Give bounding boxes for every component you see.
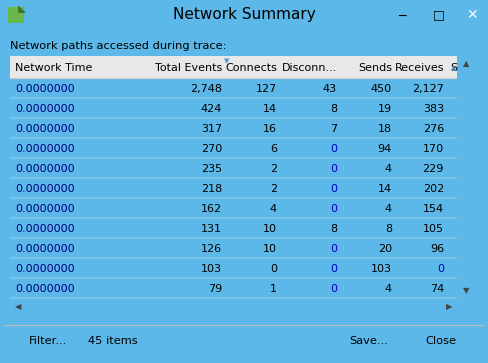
Bar — [10, 56, 456, 78]
Text: 0.0000000: 0.0000000 — [15, 84, 75, 94]
Text: 2: 2 — [269, 184, 276, 194]
Text: 16: 16 — [263, 124, 276, 134]
Text: 4: 4 — [384, 204, 391, 214]
Text: 162: 162 — [201, 204, 222, 214]
Text: 218: 218 — [201, 184, 222, 194]
Text: 8: 8 — [384, 224, 391, 234]
Text: Total Events: Total Events — [154, 63, 222, 73]
Text: 126: 126 — [201, 244, 222, 254]
Text: 0.0000000: 0.0000000 — [15, 184, 75, 194]
Text: 45 items: 45 items — [88, 336, 137, 346]
Text: 4: 4 — [384, 164, 391, 174]
Text: 235: 235 — [201, 164, 222, 174]
Text: ◀: ◀ — [15, 302, 21, 311]
Text: Network Summary: Network Summary — [173, 8, 315, 23]
Text: 96: 96 — [429, 244, 443, 254]
Text: 0.0000000: 0.0000000 — [15, 284, 75, 294]
Text: 317: 317 — [201, 124, 222, 134]
Text: 10: 10 — [263, 244, 276, 254]
Text: Disconn...: Disconn... — [281, 63, 336, 73]
Text: 19: 19 — [377, 104, 391, 114]
Text: 202: 202 — [422, 184, 443, 194]
Text: 0.0000000: 0.0000000 — [15, 104, 75, 114]
Text: 0.0000000: 0.0000000 — [15, 124, 75, 134]
Text: 0: 0 — [329, 264, 336, 274]
Text: 74: 74 — [429, 284, 443, 294]
Text: 2,127: 2,127 — [411, 84, 443, 94]
Text: 8: 8 — [329, 104, 336, 114]
Text: Network paths accessed during trace:: Network paths accessed during trace: — [10, 41, 226, 51]
Text: 0: 0 — [329, 204, 336, 214]
Text: ▶: ▶ — [445, 302, 451, 311]
Text: 20: 20 — [377, 244, 391, 254]
Text: 4: 4 — [384, 284, 391, 294]
Text: S: S — [449, 63, 456, 73]
Text: ✕: ✕ — [465, 8, 477, 22]
Text: 170: 170 — [422, 144, 443, 154]
Text: 103: 103 — [370, 264, 391, 274]
Text: Filter...: Filter... — [29, 336, 67, 346]
Text: 0.0000000: 0.0000000 — [15, 144, 75, 154]
Text: 450: 450 — [370, 84, 391, 94]
Text: ▲: ▲ — [450, 65, 455, 71]
Text: 2,748: 2,748 — [190, 84, 222, 94]
Text: 1: 1 — [269, 284, 276, 294]
Text: 18: 18 — [377, 124, 391, 134]
Text: 270: 270 — [201, 144, 222, 154]
Bar — [8, 7, 24, 23]
Text: 10: 10 — [263, 224, 276, 234]
Text: Save...: Save... — [349, 336, 387, 346]
Text: Network Time: Network Time — [15, 63, 92, 73]
Text: 383: 383 — [422, 104, 443, 114]
Text: 0.0000000: 0.0000000 — [15, 264, 75, 274]
Text: 154: 154 — [422, 204, 443, 214]
Text: 105: 105 — [422, 224, 443, 234]
Text: Receives: Receives — [394, 63, 443, 73]
Text: ▼: ▼ — [224, 58, 229, 64]
Text: 14: 14 — [263, 104, 276, 114]
Text: 0.0000000: 0.0000000 — [15, 204, 75, 214]
Text: 2: 2 — [269, 164, 276, 174]
Text: ▲: ▲ — [462, 60, 468, 69]
Polygon shape — [18, 5, 26, 13]
Text: Close: Close — [425, 336, 456, 346]
Text: 0: 0 — [329, 184, 336, 194]
Text: ─: ─ — [397, 10, 405, 23]
Text: □: □ — [432, 8, 444, 21]
Text: 7: 7 — [329, 124, 336, 134]
Text: Sends: Sends — [357, 63, 391, 73]
Text: 0: 0 — [329, 144, 336, 154]
Text: 43: 43 — [322, 84, 336, 94]
Text: 0.0000000: 0.0000000 — [15, 164, 75, 174]
Text: 0: 0 — [269, 264, 276, 274]
Text: 424: 424 — [200, 104, 222, 114]
Text: 0.0000000: 0.0000000 — [15, 244, 75, 254]
Text: 0: 0 — [329, 164, 336, 174]
Text: 6: 6 — [269, 144, 276, 154]
Text: 276: 276 — [422, 124, 443, 134]
Text: ▼: ▼ — [462, 286, 468, 295]
Text: 0.0000000: 0.0000000 — [15, 224, 75, 234]
Text: 127: 127 — [255, 84, 276, 94]
Text: 79: 79 — [207, 284, 222, 294]
Text: 131: 131 — [201, 224, 222, 234]
Text: 0: 0 — [329, 244, 336, 254]
Text: 0: 0 — [436, 264, 443, 274]
Text: 94: 94 — [377, 144, 391, 154]
Text: 14: 14 — [377, 184, 391, 194]
Text: 103: 103 — [201, 264, 222, 274]
Text: 0: 0 — [329, 284, 336, 294]
Text: 4: 4 — [269, 204, 276, 214]
Text: Connects: Connects — [224, 63, 276, 73]
Text: 229: 229 — [422, 164, 443, 174]
Text: 8: 8 — [329, 224, 336, 234]
